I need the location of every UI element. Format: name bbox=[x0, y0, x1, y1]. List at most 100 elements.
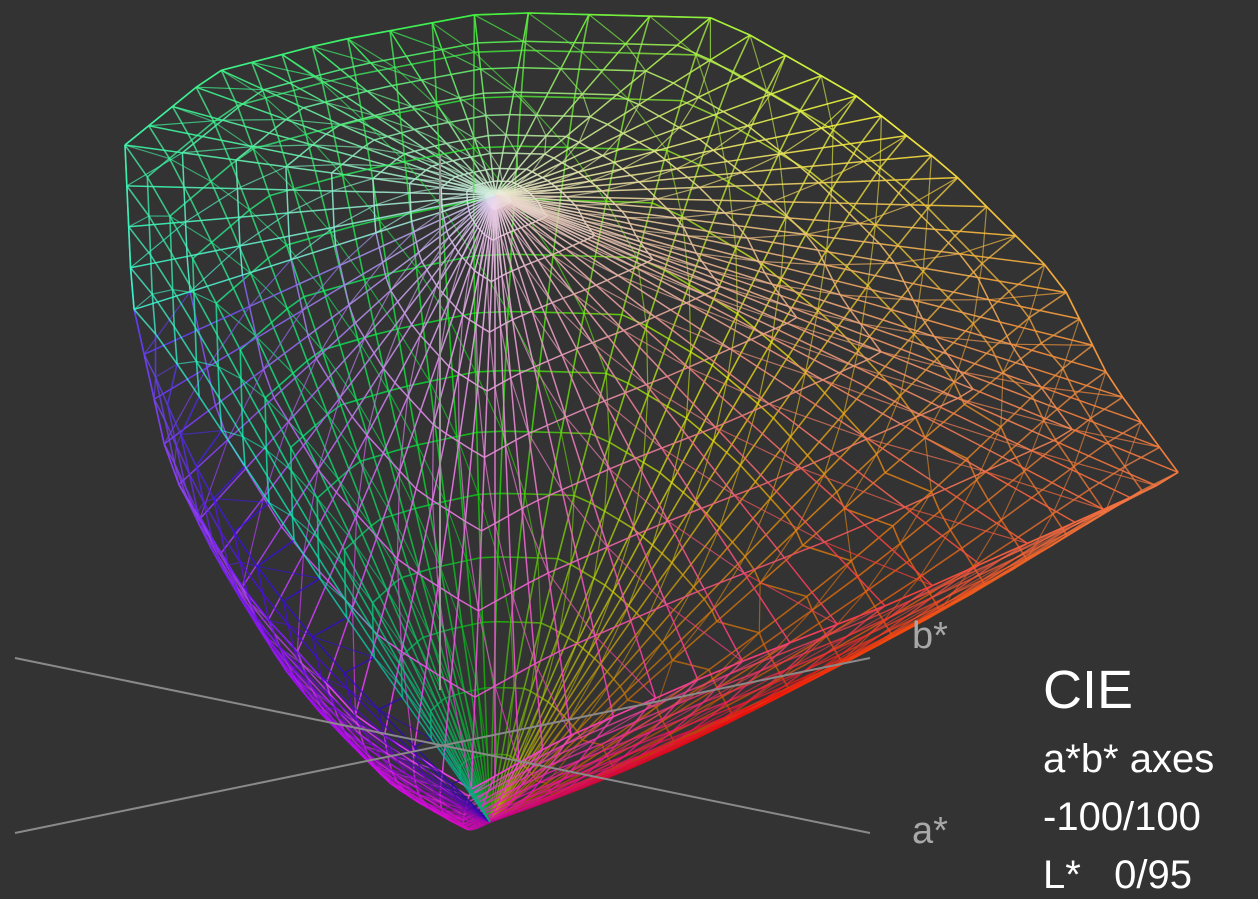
mesh-edge bbox=[924, 403, 965, 439]
mesh-edge bbox=[518, 701, 549, 762]
mesh-edge bbox=[369, 755, 392, 771]
mesh-edge bbox=[811, 609, 820, 624]
mesh-edge bbox=[770, 55, 787, 95]
mesh-edge bbox=[639, 240, 703, 263]
mesh-edge bbox=[635, 704, 676, 723]
mesh-edge bbox=[443, 628, 453, 632]
mesh-edge bbox=[380, 756, 407, 775]
mesh-edge bbox=[149, 254, 174, 291]
mesh-edge bbox=[444, 206, 469, 226]
mesh-edge bbox=[876, 416, 917, 455]
mesh-edge bbox=[464, 449, 473, 522]
mesh-edge bbox=[757, 355, 789, 405]
mesh-edge bbox=[687, 235, 693, 245]
mesh-edge bbox=[800, 467, 866, 526]
mesh-edge bbox=[364, 337, 375, 354]
mesh-edge bbox=[786, 322, 870, 360]
mesh-edge bbox=[506, 168, 519, 182]
mesh-edge bbox=[515, 432, 529, 441]
mesh-edge bbox=[382, 324, 413, 369]
mesh-edge bbox=[236, 188, 240, 218]
mesh-edge bbox=[789, 372, 807, 437]
mesh-edge bbox=[824, 524, 865, 543]
mesh-edge bbox=[850, 560, 859, 577]
mesh-edge bbox=[544, 254, 553, 259]
mesh-edge bbox=[620, 544, 654, 600]
mesh-edge bbox=[426, 236, 450, 271]
mesh-edge bbox=[400, 676, 432, 726]
mesh-edge bbox=[784, 541, 825, 559]
mesh-edge bbox=[910, 177, 958, 206]
mesh-edge bbox=[613, 697, 656, 718]
mesh-edge bbox=[497, 493, 501, 557]
mesh-edge bbox=[194, 326, 219, 367]
mesh-edge bbox=[410, 198, 442, 204]
mesh-edge bbox=[479, 170, 488, 183]
mesh-edge bbox=[335, 232, 377, 247]
mesh-edge bbox=[367, 90, 412, 108]
mesh-edge bbox=[575, 203, 616, 206]
mesh-edge bbox=[561, 431, 591, 435]
mesh-edge bbox=[849, 308, 861, 324]
mesh-edge bbox=[1000, 395, 1034, 428]
mesh-edge bbox=[535, 220, 573, 247]
mesh-edge bbox=[339, 265, 346, 286]
mesh-edge bbox=[768, 391, 797, 405]
mesh-edge bbox=[514, 800, 537, 810]
mesh-edge bbox=[711, 199, 726, 214]
mesh-edge bbox=[1104, 466, 1126, 513]
mesh-edge bbox=[168, 158, 192, 200]
mesh-edge bbox=[451, 219, 474, 243]
mesh-edge bbox=[470, 775, 496, 790]
mesh-edge bbox=[805, 232, 828, 251]
mesh-edge bbox=[612, 591, 622, 600]
mesh-edge bbox=[190, 139, 212, 182]
mesh-edge bbox=[933, 335, 1026, 367]
mesh-edge bbox=[701, 719, 731, 733]
mesh-edge bbox=[632, 472, 661, 529]
mesh-edge bbox=[645, 679, 699, 710]
mesh-edge bbox=[1040, 386, 1058, 409]
mesh-edge bbox=[715, 115, 749, 136]
mesh-edge bbox=[1015, 537, 1047, 559]
mesh-edge bbox=[656, 198, 668, 209]
mesh-edge bbox=[708, 357, 770, 405]
mesh-edge bbox=[853, 206, 876, 226]
mesh-edge bbox=[181, 152, 185, 188]
mesh-edge bbox=[317, 537, 346, 568]
mesh-edge bbox=[788, 217, 807, 235]
mesh-edge bbox=[419, 285, 438, 336]
mesh-edge bbox=[256, 309, 303, 339]
mesh-edge bbox=[536, 743, 565, 760]
mesh-edge bbox=[645, 44, 678, 72]
mesh-edge bbox=[239, 235, 290, 247]
mesh-edge bbox=[291, 516, 320, 559]
mesh-edge bbox=[461, 224, 477, 258]
mesh-edge bbox=[732, 70, 768, 92]
mesh-edge bbox=[795, 530, 804, 546]
mesh-edge bbox=[143, 328, 199, 355]
mesh-edge bbox=[562, 293, 575, 300]
mesh-edge bbox=[921, 318, 935, 337]
mesh-edge bbox=[316, 497, 346, 551]
mesh-edge bbox=[385, 251, 420, 278]
mesh-edge bbox=[383, 733, 389, 746]
mesh-edge bbox=[843, 453, 878, 509]
mesh-edge bbox=[658, 115, 680, 129]
mesh-edge bbox=[880, 351, 974, 390]
mesh-edge bbox=[504, 445, 510, 516]
a-axis-label: a* bbox=[912, 810, 948, 852]
mesh-edge bbox=[605, 372, 629, 385]
mesh-edge bbox=[675, 217, 685, 228]
mesh-edge bbox=[502, 185, 521, 193]
mesh-edge bbox=[227, 564, 240, 596]
legend-line: L* 0/95 bbox=[1043, 853, 1192, 897]
mesh-edge bbox=[476, 430, 503, 434]
mesh-edge bbox=[747, 93, 772, 127]
mesh-edge bbox=[537, 557, 558, 560]
mesh-edge bbox=[647, 394, 668, 408]
mesh-edge bbox=[764, 272, 773, 285]
mesh-edge bbox=[133, 290, 191, 311]
mesh-edge bbox=[499, 325, 512, 379]
mesh-edge bbox=[650, 701, 704, 733]
